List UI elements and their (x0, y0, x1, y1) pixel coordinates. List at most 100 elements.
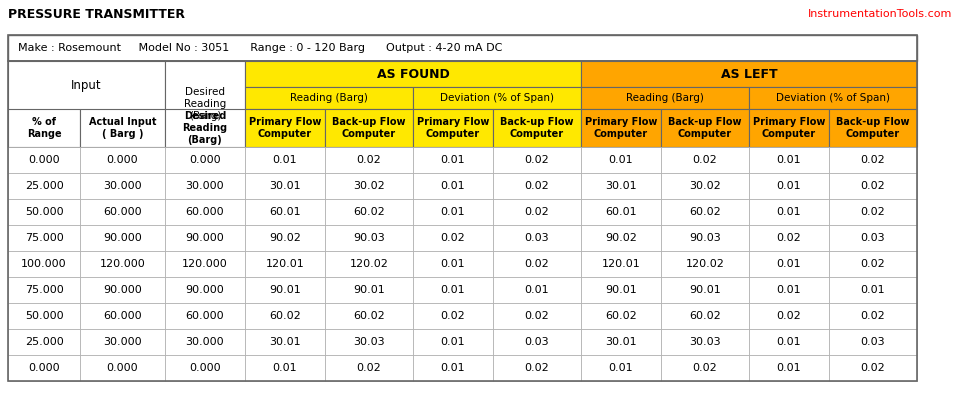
Text: 75.000: 75.000 (25, 233, 63, 243)
Text: 0.01: 0.01 (777, 181, 802, 191)
Bar (749, 199, 829, 225)
Text: 0.03: 0.03 (861, 337, 885, 347)
Text: Desired
Reading
(Barg): Desired Reading (Barg) (182, 111, 228, 144)
Bar (661, 251, 749, 277)
Text: 0.01: 0.01 (273, 155, 298, 165)
Bar (829, 109, 917, 147)
Text: 0.01: 0.01 (861, 285, 885, 295)
Bar (749, 147, 829, 173)
Bar (493, 277, 581, 303)
Text: 0.000: 0.000 (189, 155, 221, 165)
Bar (8, 61, 165, 147)
Bar (80, 277, 165, 303)
Bar (165, 303, 245, 329)
Bar (581, 199, 661, 225)
Bar (165, 251, 245, 277)
Text: InstrumentationTools.com: InstrumentationTools.com (807, 9, 952, 19)
Text: 0.01: 0.01 (777, 285, 802, 295)
Bar (245, 225, 325, 251)
Bar (325, 355, 413, 381)
Bar (581, 329, 661, 355)
Text: 50.000: 50.000 (25, 207, 63, 217)
Bar (8, 147, 80, 173)
Bar (749, 109, 829, 147)
Text: 120.01: 120.01 (602, 259, 640, 269)
Bar (493, 329, 581, 355)
Bar (413, 329, 493, 355)
Bar (829, 147, 917, 173)
Text: 0.02: 0.02 (524, 207, 549, 217)
Bar (829, 355, 917, 381)
Text: 120.01: 120.01 (266, 259, 304, 269)
Bar (749, 173, 829, 199)
Bar (80, 225, 165, 251)
Text: 0.01: 0.01 (441, 207, 466, 217)
Bar (8, 35, 917, 61)
Text: 90.000: 90.000 (103, 233, 142, 243)
Text: 30.03: 30.03 (353, 337, 385, 347)
Text: 0.02: 0.02 (860, 155, 885, 165)
Bar (325, 173, 413, 199)
Bar (165, 277, 245, 303)
Bar (8, 225, 80, 251)
Bar (245, 173, 325, 199)
Bar (581, 225, 661, 251)
Bar (749, 355, 829, 381)
Bar (581, 251, 661, 277)
Bar (325, 147, 413, 173)
Bar (493, 225, 581, 251)
Text: Input: Input (71, 78, 102, 91)
Bar (80, 329, 165, 355)
Bar (245, 303, 325, 329)
Text: 0.01: 0.01 (441, 363, 466, 373)
Text: 0.000: 0.000 (28, 363, 60, 373)
Text: AS FOUND: AS FOUND (376, 68, 449, 81)
Bar (829, 251, 917, 277)
Bar (325, 199, 413, 225)
Bar (325, 329, 413, 355)
Text: 120.02: 120.02 (349, 259, 389, 269)
Bar (8, 35, 917, 61)
Text: 60.000: 60.000 (185, 207, 225, 217)
Bar (413, 147, 493, 173)
Text: 90.01: 90.01 (689, 285, 721, 295)
Bar (749, 87, 917, 109)
Bar (165, 109, 245, 147)
Text: 0.02: 0.02 (524, 155, 549, 165)
Bar (413, 199, 493, 225)
Text: 0.01: 0.01 (777, 337, 802, 347)
Text: 75.000: 75.000 (25, 285, 63, 295)
Text: Primary Flow
Computer: Primary Flow Computer (249, 117, 322, 139)
Text: 30.000: 30.000 (103, 181, 142, 191)
Bar (829, 173, 917, 199)
Bar (749, 225, 829, 251)
Text: 30.02: 30.02 (353, 181, 385, 191)
Text: 60.02: 60.02 (269, 311, 300, 321)
Text: 90.000: 90.000 (103, 285, 142, 295)
Bar (829, 329, 917, 355)
Bar (749, 303, 829, 329)
Text: 90.01: 90.01 (269, 285, 300, 295)
Text: 90.000: 90.000 (185, 233, 225, 243)
Bar (413, 87, 581, 109)
Text: 90.03: 90.03 (353, 233, 385, 243)
Bar (661, 199, 749, 225)
Bar (8, 173, 80, 199)
Text: 0.01: 0.01 (441, 181, 466, 191)
Text: Actual Input
( Barg ): Actual Input ( Barg ) (88, 117, 156, 139)
Text: Desired
Reading
(Barg): Desired Reading (Barg) (184, 88, 227, 121)
Text: 60.02: 60.02 (689, 311, 721, 321)
Text: Back-up Flow
Computer: Back-up Flow Computer (332, 117, 406, 139)
Bar (165, 173, 245, 199)
Bar (165, 61, 245, 147)
Text: Reading (Barg): Reading (Barg) (626, 93, 704, 103)
Text: 60.000: 60.000 (103, 207, 142, 217)
Text: Back-up Flow
Computer: Back-up Flow Computer (500, 117, 574, 139)
Text: 60.02: 60.02 (353, 207, 385, 217)
Bar (245, 251, 325, 277)
Bar (493, 355, 581, 381)
Bar (8, 61, 917, 381)
Text: 30.01: 30.01 (605, 337, 636, 347)
Text: 120.000: 120.000 (100, 259, 145, 269)
Text: 120.02: 120.02 (685, 259, 725, 269)
